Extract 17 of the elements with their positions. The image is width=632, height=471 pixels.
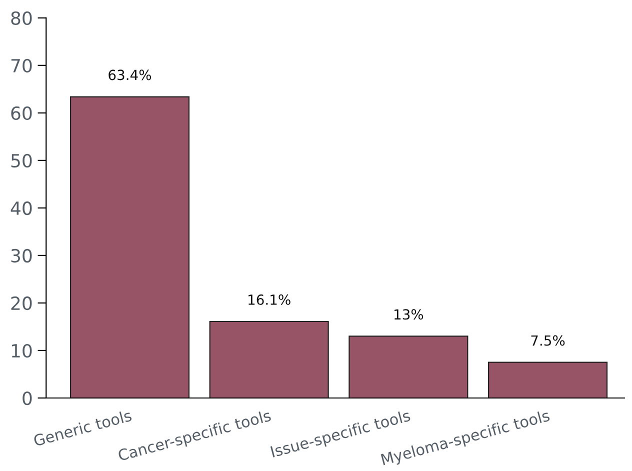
data-label: 7.5% xyxy=(531,335,565,346)
y-tick-label: 0 xyxy=(22,391,32,406)
y-tick-label: 50 xyxy=(11,154,32,168)
bar xyxy=(209,320,329,398)
data-label: 16.1% xyxy=(248,294,290,305)
data-label: 13% xyxy=(394,309,424,320)
y-tick-label: 60 xyxy=(11,106,32,120)
y-tick-label: 10 xyxy=(12,344,32,358)
bar xyxy=(70,96,190,398)
bar xyxy=(348,336,468,398)
y-tick-label: 20 xyxy=(11,296,32,310)
bar xyxy=(488,362,608,398)
y-tick-label: 70 xyxy=(11,58,32,73)
y-tick-label: 30 xyxy=(11,248,32,263)
y-tick-label: 40 xyxy=(10,201,32,216)
data-label: 63.4% xyxy=(108,70,152,80)
y-tick-label: 80 xyxy=(11,11,32,26)
